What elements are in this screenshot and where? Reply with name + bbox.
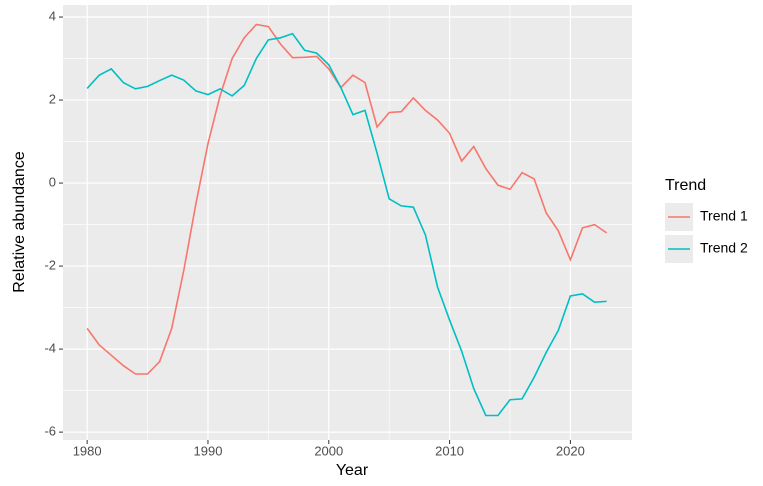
line [86, 32, 607, 417]
panel [63, 5, 632, 440]
x-tick-label: 2000 [314, 443, 343, 458]
y-tick-label: 4 [49, 8, 56, 23]
y-axis-title: Relative abundance [11, 151, 28, 293]
x-tick-label: 1990 [194, 443, 223, 458]
y-tick-label: 2 [49, 91, 56, 106]
line [86, 23, 608, 375]
legend-label: Trend 2 [700, 240, 748, 256]
y-tick-label: 0 [49, 175, 56, 190]
x-tick-label: 2020 [556, 443, 585, 458]
y-tick-label: -4 [44, 341, 56, 356]
x-tick-label: 2010 [435, 443, 464, 458]
x-tick-label: 1980 [73, 443, 102, 458]
legend-title: Trend [665, 177, 706, 194]
legend-label: Trend 1 [700, 208, 748, 224]
y-tick-label: -2 [44, 258, 56, 273]
x-axis-title: Year [336, 462, 369, 479]
y-tick-label: -6 [44, 424, 56, 439]
